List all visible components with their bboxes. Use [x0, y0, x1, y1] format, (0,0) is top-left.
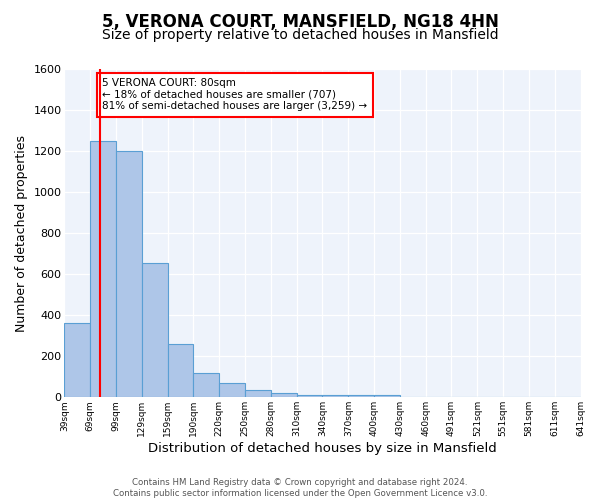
Bar	[142, 263, 167, 398]
Bar	[271, 393, 296, 398]
Text: 5 VERONA COURT: 80sqm
← 18% of detached houses are smaller (707)
81% of semi-det: 5 VERONA COURT: 80sqm ← 18% of detached …	[103, 78, 367, 112]
Bar	[374, 395, 400, 398]
Text: Size of property relative to detached houses in Mansfield: Size of property relative to detached ho…	[101, 28, 499, 42]
Bar	[193, 372, 219, 398]
Bar	[245, 390, 271, 398]
X-axis label: Distribution of detached houses by size in Mansfield: Distribution of detached houses by size …	[148, 442, 497, 455]
Bar	[348, 395, 374, 398]
Bar	[90, 141, 116, 398]
Bar	[116, 151, 142, 398]
Text: 5, VERONA COURT, MANSFIELD, NG18 4HN: 5, VERONA COURT, MANSFIELD, NG18 4HN	[101, 12, 499, 30]
Bar	[219, 383, 245, 398]
Bar	[322, 395, 348, 398]
Y-axis label: Number of detached properties: Number of detached properties	[15, 134, 28, 332]
Text: Contains HM Land Registry data © Crown copyright and database right 2024.
Contai: Contains HM Land Registry data © Crown c…	[113, 478, 487, 498]
Bar	[296, 395, 322, 398]
Bar	[167, 344, 193, 398]
Bar	[64, 324, 90, 398]
